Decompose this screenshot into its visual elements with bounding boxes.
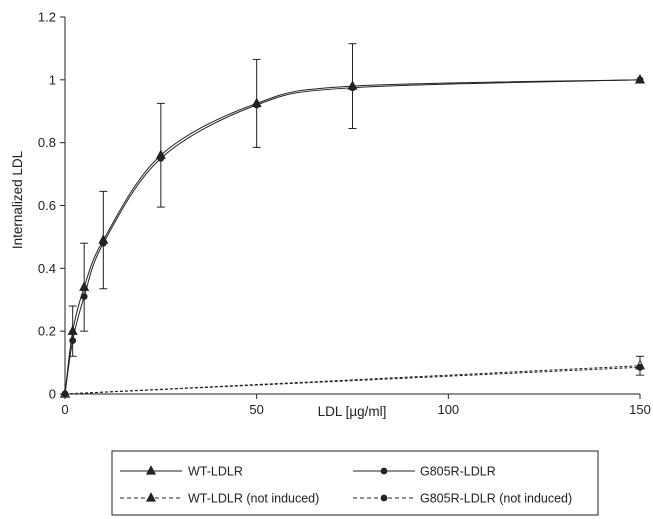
data-point <box>61 390 69 398</box>
data-point <box>636 76 644 84</box>
x-tick-label: 0 <box>61 402 68 417</box>
y-tick-label: 0.2 <box>38 324 56 339</box>
x-axis-title: LDL [µg/ml] <box>318 404 387 419</box>
legend-box <box>111 450 599 516</box>
y-tick-label: 0.8 <box>38 135 56 150</box>
y-tick-label: 0.4 <box>38 261 56 276</box>
data-point <box>157 154 165 162</box>
data-point <box>69 337 77 344</box>
y-ticks: 0 0.2 0.4 0.6 0.8 1 1.2 <box>38 10 65 402</box>
data-point <box>349 84 356 92</box>
legend-label: WT-LDLR (not induced) <box>188 492 319 506</box>
data-point <box>79 281 90 291</box>
data-point <box>99 239 107 247</box>
data-point <box>80 293 88 301</box>
x-tick-label: 50 <box>249 402 263 417</box>
legend-marker <box>145 492 157 502</box>
legend-label: G805R-LDLR (not induced) <box>420 492 572 506</box>
x-ticks: 0 50 100 150 <box>61 394 651 417</box>
legend-label: G805R-LDLR <box>420 465 496 479</box>
data-point <box>253 101 261 109</box>
data-point <box>67 325 78 335</box>
x-tick-label: 100 <box>437 402 459 417</box>
legend-label: WT-LDLR <box>188 465 243 479</box>
x-tick-label: 150 <box>629 402 651 417</box>
y-tick-label: 1 <box>49 72 56 87</box>
plot-area <box>59 43 646 398</box>
legend-marker <box>380 467 388 475</box>
y-tick-label: 0.6 <box>38 198 56 213</box>
legend-marker <box>380 494 388 502</box>
legend: WT-LDLR G805R-LDLR WT-LDLR (not induced) G8… <box>111 450 599 516</box>
y-tick-label: 1.2 <box>38 10 56 25</box>
y-tick-label: 0 <box>49 387 56 402</box>
series-line <box>64 366 641 395</box>
data-point <box>636 363 644 371</box>
legend-marker <box>145 465 157 475</box>
y-axis-title: Internalized LDL <box>10 150 25 249</box>
